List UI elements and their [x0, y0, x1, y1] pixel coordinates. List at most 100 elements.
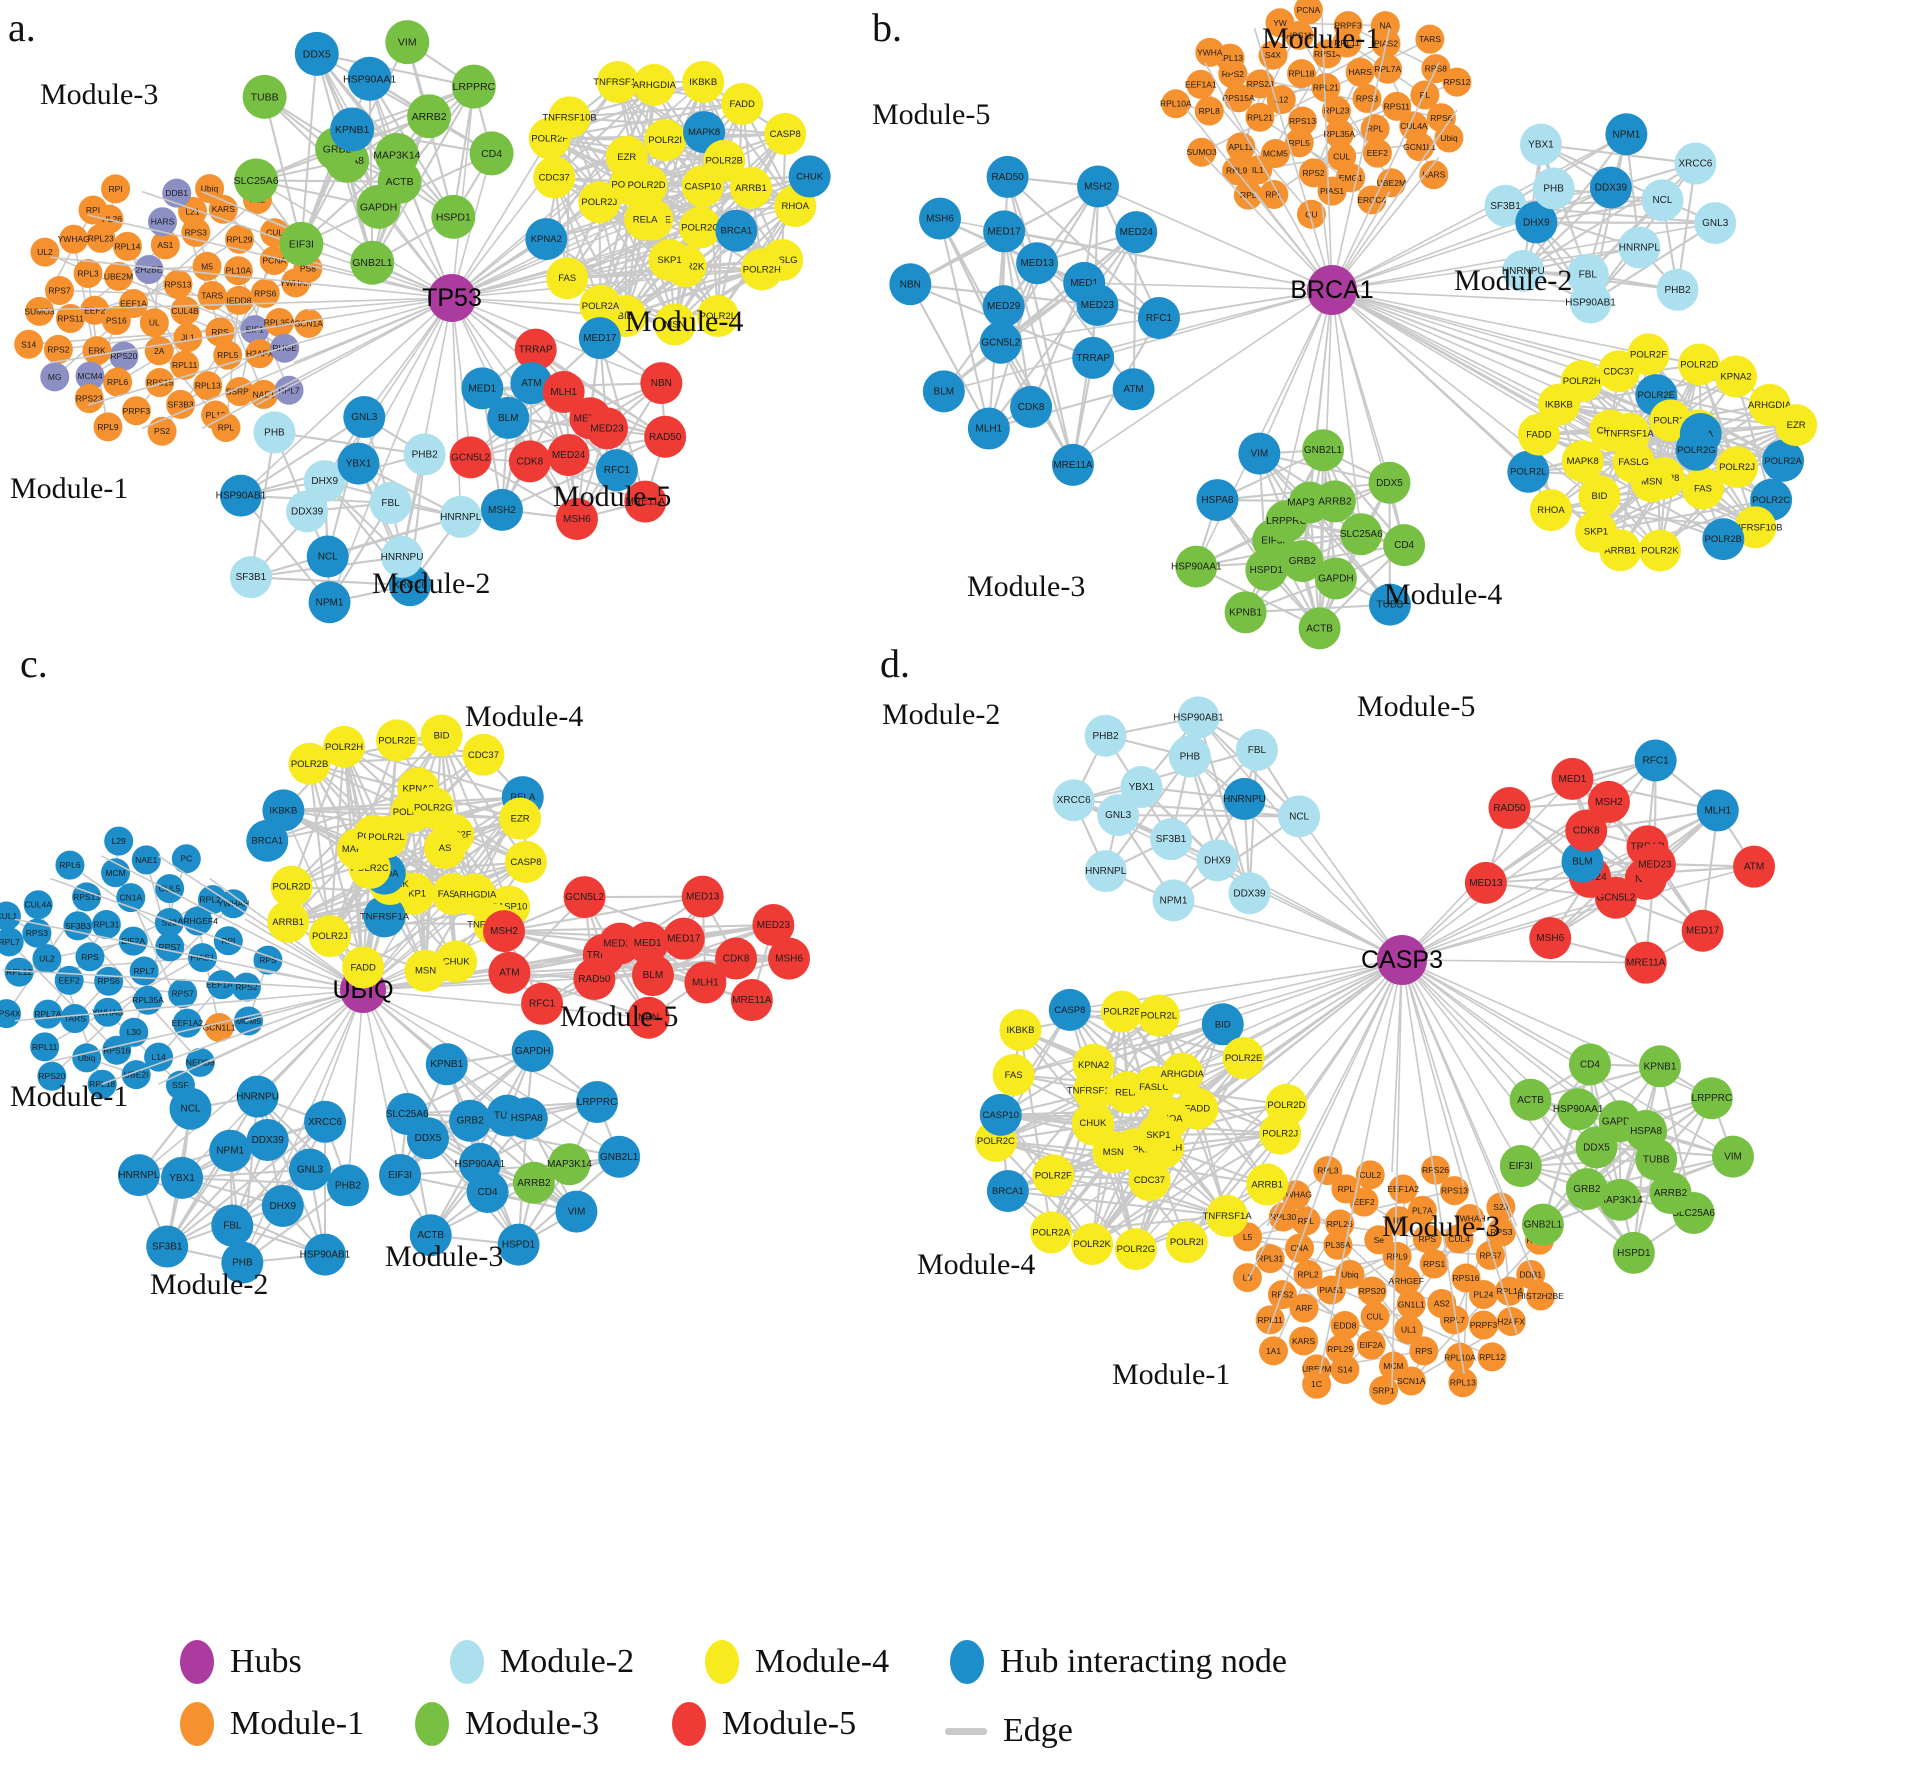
network-node[interactable]: HSPA8 [1196, 479, 1239, 522]
network-node[interactable]: GNB2L1 [1521, 1203, 1564, 1246]
network-node-dense[interactable]: RPL5 [213, 340, 243, 370]
network-node[interactable]: FBL [369, 481, 412, 524]
network-node[interactable]: DDX39 [1228, 872, 1271, 915]
network-node-dense[interactable]: RPL11 [170, 350, 200, 380]
network-node[interactable]: ATM [488, 951, 531, 994]
network-node[interactable]: HSP90AB1 [216, 474, 267, 517]
network-node[interactable]: KPNB1 [425, 1043, 468, 1086]
network-node-dense[interactable]: RPL31 [1255, 1244, 1285, 1274]
network-node[interactable]: NBN [889, 263, 932, 306]
network-node-dense[interactable]: RPL7 [129, 956, 159, 986]
network-node[interactable]: GAPDH [511, 1030, 554, 1073]
network-node[interactable]: HNRNPL [439, 495, 482, 538]
network-node[interactable]: CDK8 [715, 937, 758, 980]
network-node[interactable]: CD4 [469, 131, 514, 176]
network-node-dense[interactable]: RPS23 [74, 384, 104, 414]
network-node-dense[interactable]: Ubiq [1434, 123, 1464, 153]
network-node[interactable]: DHX9 [261, 1184, 304, 1227]
network-node[interactable]: RFC1 [1137, 296, 1180, 339]
network-node-dense[interactable]: RPS4X [0, 999, 21, 1029]
network-node[interactable]: YBX1 [1519, 123, 1562, 166]
network-node[interactable]: POLR2B [1702, 518, 1745, 561]
network-node-dense[interactable]: RPS7 [45, 276, 75, 306]
network-node[interactable]: CDC37 [533, 156, 576, 199]
network-node[interactable]: NCL [1641, 179, 1684, 222]
network-node[interactable]: NBN [640, 362, 683, 405]
network-node-dense[interactable]: YWHA [1195, 37, 1225, 67]
network-node-dense[interactable]: UBE2M [104, 261, 133, 291]
network-node[interactable]: PHB2 [403, 433, 446, 476]
network-node[interactable]: KPNB1 [330, 107, 375, 152]
network-node-dense[interactable]: SF3B3 [63, 911, 93, 941]
network-node-dense[interactable]: RPI [101, 174, 131, 204]
network-node-dense[interactable]: YWHAG [58, 224, 90, 254]
network-node-dense[interactable]: SRP1 [1369, 1375, 1399, 1405]
network-node[interactable]: MSH2 [480, 488, 523, 531]
network-node[interactable]: CD4 [1568, 1043, 1611, 1086]
network-node[interactable]: GRB2 [449, 1099, 492, 1142]
network-node[interactable]: BLM [922, 370, 965, 413]
network-node-dense[interactable]: RPL7 [274, 375, 304, 405]
network-node[interactable]: XRCC6 [1674, 142, 1717, 185]
network-node-dense[interactable]: RPS13 [163, 269, 193, 299]
network-node-dense[interactable]: EEF2 [54, 965, 84, 995]
network-node[interactable]: POLR2L [1507, 450, 1550, 493]
network-node[interactable]: MSH2 [483, 910, 526, 953]
network-node[interactable]: HNRNPL [117, 1154, 160, 1197]
network-node[interactable]: DDX39 [246, 1119, 289, 1162]
network-node[interactable]: KPNA2 [525, 218, 568, 261]
network-node[interactable]: HNRNPL [1618, 226, 1661, 269]
network-node[interactable]: GNL3 [343, 396, 386, 439]
network-node-dense[interactable]: CNA [1285, 1233, 1315, 1263]
network-node-dense[interactable]: RPL7A [33, 999, 63, 1029]
network-node[interactable]: MED24 [1115, 211, 1158, 254]
network-node-dense[interactable]: RPL11 [1255, 1305, 1285, 1335]
network-node-dense[interactable]: TARS [60, 1004, 90, 1034]
network-node[interactable]: SKP1 [648, 239, 691, 282]
network-node-dense[interactable]: RPL14 [112, 231, 142, 261]
network-node-dense[interactable]: RHGE [270, 333, 300, 363]
network-node[interactable]: DHX9 [1196, 839, 1239, 882]
network-node-dense[interactable]: PC [171, 844, 201, 874]
network-node[interactable]: IKBKB [262, 789, 305, 832]
network-node[interactable]: ATM [1733, 845, 1776, 888]
network-node[interactable]: RFC1 [521, 982, 564, 1025]
network-node-dense[interactable]: RPL6 [55, 850, 85, 880]
network-node[interactable]: LRPPRC [1690, 1077, 1733, 1120]
network-node[interactable]: HNRNPL [1084, 850, 1127, 893]
network-node-dense[interactable]: RPS7 [168, 978, 198, 1008]
network-node[interactable]: BLM [487, 396, 530, 439]
network-node[interactable]: NCL [169, 1087, 212, 1130]
network-node-dense[interactable]: RPL [211, 412, 241, 442]
network-node[interactable]: SF3B1 [146, 1225, 189, 1268]
network-node[interactable]: CDK8 [508, 440, 551, 483]
network-node[interactable]: EZR [1775, 404, 1818, 447]
network-node[interactable]: IKBKB [999, 1009, 1042, 1052]
network-node[interactable]: GNB2L1 [598, 1135, 641, 1178]
network-node[interactable]: AS [423, 826, 466, 869]
network-node[interactable]: POLR2H [323, 725, 366, 768]
network-node[interactable]: POLR2L [1137, 994, 1180, 1037]
network-node[interactable]: ACTB [1509, 1078, 1552, 1121]
network-node-dense[interactable]: L29 [104, 826, 134, 856]
network-node-dense[interactable]: CUL4A [23, 890, 53, 920]
network-node-dense[interactable]: CUL [1360, 1301, 1390, 1331]
network-node[interactable]: MED23 [752, 904, 795, 947]
network-node[interactable]: FADD [721, 83, 764, 126]
network-node[interactable]: MED13 [681, 875, 724, 918]
network-node-dense[interactable]: RPL10A [1160, 89, 1192, 119]
network-node-dense[interactable]: M5 [192, 251, 222, 281]
network-node-dense[interactable]: RPS2 [231, 972, 261, 1002]
network-node-dense[interactable]: RPL31 [91, 910, 121, 940]
network-node-dense[interactable]: RPI [78, 195, 108, 225]
network-node[interactable]: POLR2F [1627, 333, 1670, 376]
network-node[interactable]: BRCA1 [715, 209, 758, 252]
network-node[interactable]: NPM1 [308, 581, 351, 624]
network-node-dense[interactable]: S14 [1330, 1355, 1360, 1385]
network-node-dense[interactable]: RPS13 [72, 882, 102, 912]
network-node[interactable]: DDX5 [294, 31, 339, 76]
network-node[interactable]: KPNB1 [1224, 591, 1267, 634]
network-node[interactable]: POLR2C [679, 206, 722, 249]
network-node-dense[interactable]: RPL3 [1313, 1156, 1343, 1186]
network-node[interactable]: RHOA [1529, 489, 1572, 532]
